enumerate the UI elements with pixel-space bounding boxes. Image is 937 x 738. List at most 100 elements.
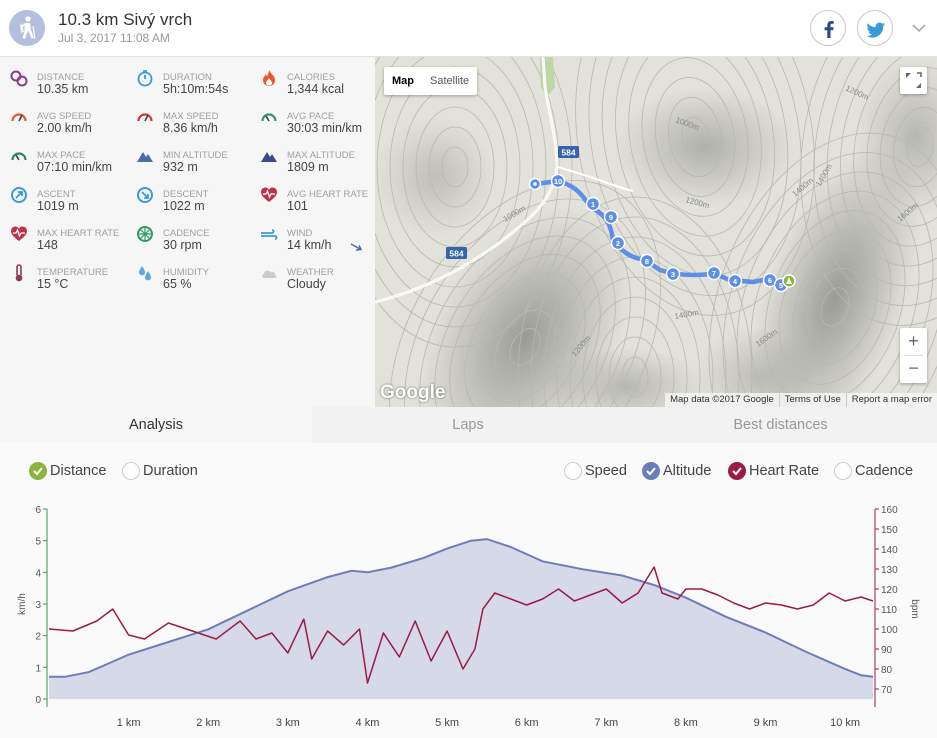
stat-max-heart-rate: MAX HEART RATE 148 [0,217,122,253]
heart-rate-icon [11,226,27,241]
wind-icon [261,229,278,240]
option-label: Heart Rate [749,463,820,479]
heart-rate-line [48,566,874,684]
chevron-down-icon[interactable] [912,20,926,38]
stat-descent: DESCENT 1022 m [126,178,248,214]
lap-marker-label: 3 [671,270,675,279]
fullscreen-icon [906,72,922,88]
lap-marker[interactable]: 9 [603,209,619,225]
lap-marker[interactable]: 7 [706,265,722,281]
tab-best-distances[interactable]: Best distances [733,417,828,433]
lap-marker[interactable]: 10 [550,173,566,189]
start-marker[interactable] [528,177,542,191]
y-right-tick-label: 110 [881,605,897,616]
map-terrain[interactable]: 584 584 1200m1000m1400m1600m1000m1200m14… [375,57,937,407]
zoom-control[interactable]: + − [900,328,927,383]
stat-label: MAX SPEED [163,111,219,122]
stat-value: 5h:10m:54s [163,82,229,96]
stat-min-altitude: MIN ALTITUDE 932 m [126,139,248,175]
x-tick-label: 4 km [356,717,380,729]
route-map[interactable]: 584 584 1200m 1000m 1400m 1600m 1000m 1200m 14… [375,57,937,407]
map-type-map-button[interactable]: Map [392,75,414,87]
stat-value: 65 % [163,277,192,291]
lap-marker[interactable]: 8 [639,253,655,269]
analysis-panel: Distance Duration Speed Altitude Heart R… [0,443,937,738]
stat-label: TEMPERATURE [37,267,109,278]
stat-value: Cloudy [287,277,326,291]
lap-marker-label: 1 [591,200,595,209]
stat-value: 148 [37,238,58,252]
speedometer-icon [137,113,153,122]
checkbox-checked-icon[interactable] [29,462,47,480]
option-label: Speed [585,463,627,479]
activity-header: 10.3 km Sivý vrch Jul 3, 2017 11:08 AM [0,0,937,57]
option-label: Duration [143,463,198,479]
road-label: 584 [561,148,575,158]
y-right-tick-label: 90 [881,645,893,656]
fullscreen-button[interactable] [900,67,927,94]
tab-analysis[interactable]: Analysis [0,407,312,443]
x-tick-label: 2 km [196,717,220,729]
x-tick-label: 7 km [594,717,618,729]
map-type-satellite-button[interactable]: Satellite [430,75,470,87]
lap-marker[interactable]: 3 [665,266,681,282]
humidity-drops-icon [139,266,151,281]
twitter-share-button[interactable] [857,10,893,46]
stat-value: 10.35 km [37,82,89,96]
heart-rate-icon [261,187,277,202]
y-left-tick-label: 1 [35,663,41,674]
stat-avg-speed: AVG SPEED 2.00 km/h [0,100,122,136]
facebook-icon [824,21,834,38]
stat-label: DESCENT [163,189,209,200]
map-type-control[interactable]: Map Satellite [384,67,478,95]
stat-label: DURATION [163,72,212,83]
y-left-tick-label: 6 [35,505,41,516]
stat-value: 1809 m [287,160,329,174]
pace-gauge-icon [261,113,277,122]
tab-laps[interactable]: Laps [452,417,484,433]
stat-value: 1,344 kcal [287,82,344,96]
terms-of-use-link[interactable]: Terms of Use [778,393,846,407]
y-left-tick-label: 3 [35,600,41,611]
y-left-axis-label: km/h [17,593,28,615]
lap-marker[interactable]: 4 [727,273,743,289]
lap-marker[interactable]: 2 [610,235,626,251]
stat-value: 932 m [163,160,198,174]
report-map-error-link[interactable]: Report a map error [845,393,937,407]
stat-temperature: TEMPERATURE 15 °C [0,256,122,292]
stat-label: AVG HEART RATE [287,189,369,200]
zoom-in-button[interactable]: + [908,331,919,351]
stat-max-speed: MAX SPEED 8.36 km/h [126,100,248,136]
lap-marker-label: 7 [712,269,716,278]
stat-label: AVG PACE [287,111,335,122]
option-label: Distance [50,463,107,479]
altitude-area [49,539,873,699]
map-attribution: Map data ©2017 Google Terms of Use Repor… [665,393,937,407]
stat-avg-pace: AVG PACE 30:03 min/km [250,100,372,136]
checkbox-checked-icon[interactable] [642,462,660,480]
analysis-chart[interactable]: 0 1 2 3 4 5 6 70 80 90 100 110 120 130 140 150 160 1 km 2 … [0,443,937,738]
y-right-tick-label: 120 [881,585,898,596]
checkbox-checked-icon[interactable] [728,462,746,480]
lap-marker-label: 4 [733,277,738,286]
checkbox-empty-icon[interactable] [834,462,852,480]
stat-label: DISTANCE [37,72,85,83]
facebook-share-button[interactable] [810,10,846,46]
checkbox-empty-icon[interactable] [122,462,140,480]
y-left-tick-label: 0 [35,695,41,706]
finish-marker[interactable] [782,274,796,288]
thermometer-icon [15,264,23,282]
lap-marker-label: 6 [768,276,772,285]
checkbox-empty-icon[interactable] [564,462,582,480]
y-right-tick-label: 70 [881,685,893,696]
mountain-icon [137,152,153,162]
stat-value: 15 °C [37,277,69,291]
stat-duration: DURATION 5h:10m:54s [126,61,248,97]
zoom-out-button[interactable]: − [908,358,919,378]
x-tick-label: 8 km [674,717,698,729]
lap-marker-label: 10 [554,177,562,186]
altitude-line [49,538,874,678]
lap-marker[interactable]: 1 [585,196,601,212]
stat-value: 14 km/h [287,238,332,252]
stat-label: WEATHER [287,267,334,278]
